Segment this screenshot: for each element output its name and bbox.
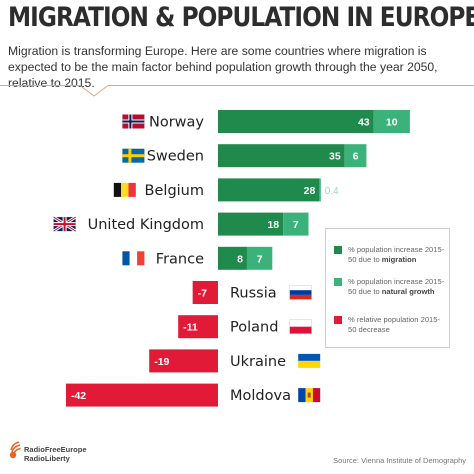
- data-label: 35: [329, 151, 341, 163]
- page-title: MIGRATION & POPULATION IN EUROPE: [8, 2, 474, 33]
- bar-natural: [319, 178, 321, 202]
- legend-swatch-migration: [334, 246, 342, 254]
- data-label: 6: [353, 151, 359, 163]
- divider-line: [108, 85, 474, 86]
- bar-migration: [218, 178, 320, 202]
- data-label: 18: [267, 219, 279, 231]
- data-label: 7: [257, 253, 263, 265]
- legend-text: % population increase 2015-50 due to: [348, 277, 445, 296]
- bar-natural: [283, 212, 309, 236]
- country-label: United Kingdom: [88, 217, 204, 233]
- sweden-flag-icon: [122, 148, 145, 163]
- country-label: Ukraine: [230, 354, 286, 370]
- data-label: -11: [183, 322, 198, 334]
- data-label: 43: [358, 117, 370, 129]
- country-label: Belgium: [145, 183, 204, 199]
- france-flag-icon: [122, 251, 145, 266]
- norway-flag-icon: [122, 114, 145, 129]
- divider-line: [0, 85, 80, 86]
- source-note: Source: Vienna Institute of Demography: [333, 456, 466, 465]
- bar-decrease: [65, 383, 219, 407]
- country-label: France: [156, 251, 204, 267]
- data-label: -42: [71, 390, 86, 402]
- bar-decrease: [178, 315, 218, 339]
- country-label: Norway: [149, 115, 204, 131]
- data-label: -7: [198, 288, 207, 300]
- data-label: 10: [386, 117, 398, 129]
- poland-flag-icon: [289, 319, 312, 334]
- bar-migration: [218, 246, 247, 270]
- country-label: Sweden: [147, 149, 204, 165]
- bar-natural: [373, 110, 410, 133]
- data-label: 0.4: [325, 186, 339, 197]
- country-label: Russia: [230, 286, 277, 302]
- logo-line-1: RadioFreeEurope: [24, 445, 87, 454]
- country-label: Moldova: [230, 388, 291, 404]
- page-subtitle: Migration is transforming Europe. Here a…: [8, 44, 438, 90]
- legend-swatch-natural: [334, 278, 342, 286]
- divider-notch: [80, 85, 108, 97]
- rferl-logo-icon: [9, 441, 21, 459]
- ukraine-flag-icon: [298, 353, 321, 368]
- bar-migration: [218, 144, 345, 168]
- legend-text-bold: natural growth: [381, 287, 435, 296]
- logo-line-2: RadioLiberty: [24, 454, 70, 463]
- data-label: -19: [154, 356, 169, 368]
- bar-natural: [246, 246, 273, 270]
- bar-decrease: [192, 281, 218, 304]
- data-label: 7: [293, 219, 299, 231]
- uk-flag-icon: [52, 215, 77, 233]
- bar-migration: [218, 212, 284, 236]
- moldova-flag-icon: [298, 388, 321, 403]
- legend-text: % population increase 2015-50 due to: [348, 245, 445, 264]
- logo-text: RadioFreeEurope RadioLiberty: [24, 445, 87, 463]
- data-label: 28: [304, 185, 316, 197]
- legend: % population increase 2015-50 due to mig…: [325, 228, 450, 348]
- bar-natural: [344, 144, 367, 168]
- legend-text: % relative population 2015-50 decrease: [348, 315, 441, 334]
- bar-migration: [218, 110, 374, 133]
- country-label: Poland: [230, 320, 278, 336]
- legend-text-bold: migration: [381, 255, 417, 264]
- legend-swatch-decrease: [334, 316, 342, 324]
- data-label: 8: [237, 253, 243, 265]
- russia-flag-icon: [289, 285, 312, 300]
- belgium-flag-icon: [113, 182, 136, 197]
- bar-decrease: [149, 349, 218, 373]
